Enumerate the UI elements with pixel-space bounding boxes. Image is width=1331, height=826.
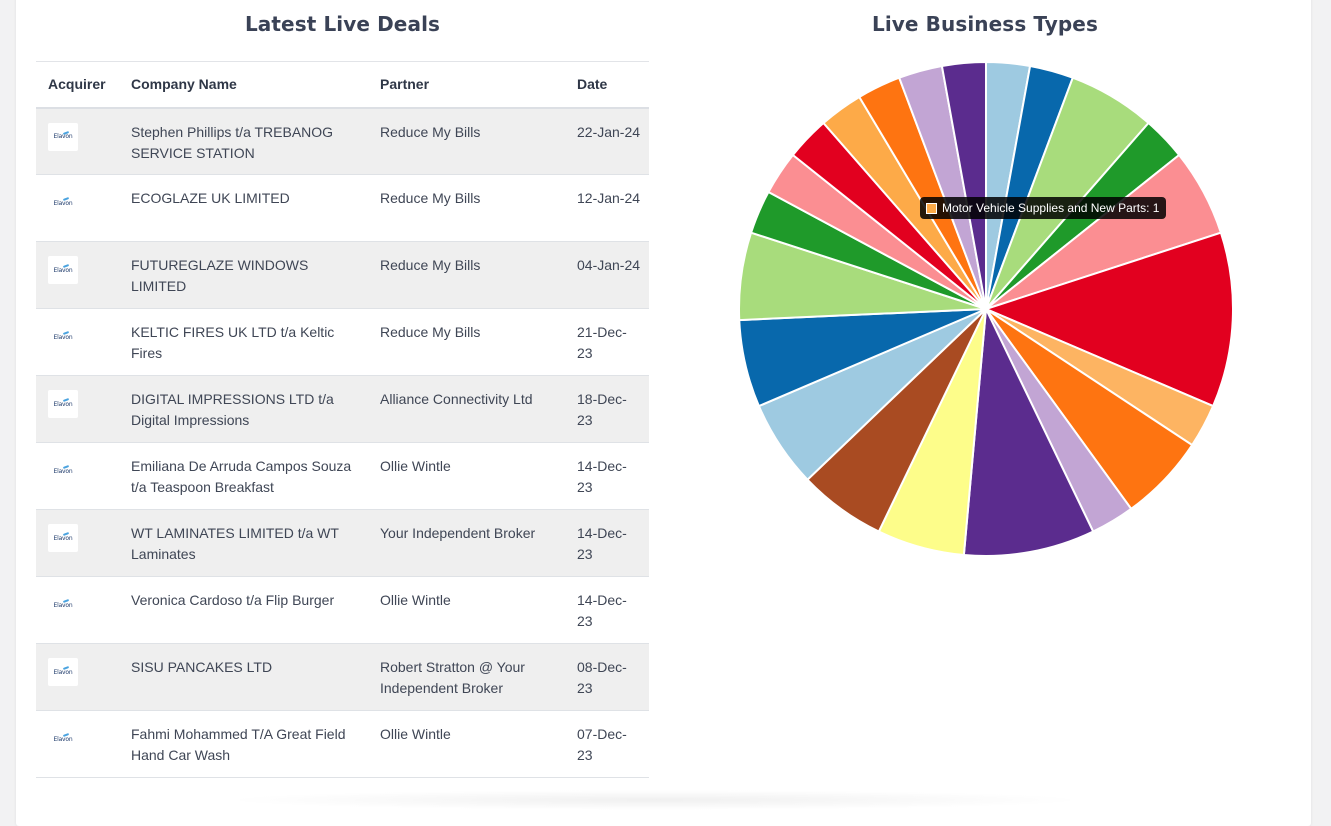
table-row[interactable]: Elavon SISU PANCAKES LTD Robert Stratton @…	[36, 643, 649, 711]
date-cell: 22-Jan-24	[577, 123, 641, 140]
date-cell: 14-Dec-23	[577, 592, 627, 629]
date-cell: 18-Dec-23	[577, 391, 627, 428]
latest-deals-panel: Latest Live Deals Acquirer Company Name …	[36, 0, 649, 778]
acquirer-cell: Elavon	[36, 175, 119, 242]
date-cell: 21-Dec-23	[577, 324, 627, 361]
acquirer-logo: Elavon	[48, 390, 78, 418]
deals-table-header: Acquirer Company Name Partner Date	[36, 61, 649, 108]
partner-cell: Ollie Wintle	[380, 726, 451, 742]
company-name-cell: FUTUREGLAZE WINDOWS LIMITED	[131, 257, 309, 294]
table-row[interactable]: Elavon Fahmi Mohammed T/A Great Field Han…	[36, 711, 649, 778]
acquirer-logo: Elavon	[48, 457, 78, 485]
table-row[interactable]: Elavon Veronica Cardoso t/a Flip Burger Ol…	[36, 577, 649, 644]
date-cell: 14-Dec-23	[577, 525, 627, 562]
partner-cell: Reduce My Bills	[380, 123, 481, 140]
business-types-panel: Live Business Types	[700, 0, 1270, 557]
partner-cell: Ollie Wintle	[380, 592, 451, 608]
partner-cell: Ollie Wintle	[380, 458, 451, 474]
business-types-pie-chart	[738, 60, 1234, 557]
acquirer-cell: Elavon	[36, 242, 119, 309]
partner-cell: Your Independent Broker	[380, 525, 536, 541]
date-cell: 04-Jan-24	[577, 257, 641, 273]
company-name-cell: Stephen Phillips t/a TREBANOG SERVICE ST…	[131, 123, 334, 161]
date-cell: 14-Dec-23	[577, 458, 627, 495]
acquirer-cell: Elavon	[36, 577, 119, 644]
acquirer-cell: Elavon	[36, 108, 119, 175]
partner-cell: Reduce My Bills	[380, 324, 481, 340]
acquirer-logo: Elavon	[48, 524, 78, 552]
business-types-title: Live Business Types	[872, 12, 1098, 36]
table-row[interactable]: Elavon WT LAMINATES LIMITED t/a WT Lamina…	[36, 509, 649, 577]
acquirer-logo: Elavon	[48, 658, 78, 686]
footer-shadow	[220, 790, 1090, 810]
deals-table-body: Elavon Stephen Phillips t/a TREBANOG SERV…	[36, 107, 649, 778]
pie-slice-22[interactable]	[940, 60, 987, 310]
acquirer-logo: Elavon	[48, 256, 78, 284]
company-name-cell: Emiliana De Arruda Campos Souza t/a Teas…	[131, 458, 352, 495]
acquirer-logo: Elavon	[48, 725, 78, 753]
table-row[interactable]: Elavon ECOGLAZE UK LIMITED Reduce My Bills…	[36, 175, 649, 242]
date-cell: 07-Dec-23	[577, 726, 627, 763]
acquirer-logo: Elavon	[48, 122, 78, 151]
company-name-cell: Veronica Cardoso t/a Flip Burger	[131, 592, 335, 608]
date-cell: 12-Jan-24	[577, 190, 641, 206]
company-name-cell: ECOGLAZE UK LIMITED	[131, 190, 290, 206]
chart-tooltip: Motor Vehicle Supplies and New Parts: 1	[920, 197, 1167, 219]
company-name-cell: KELTIC FIRES UK LTD t/a Keltic Fires	[131, 324, 335, 361]
tooltip-color-swatch	[926, 202, 937, 214]
company-name-cell: DIGITAL IMPRESSIONS LTD t/a Digital Impr…	[131, 391, 334, 428]
acquirer-logo: Elavon	[48, 591, 78, 619]
table-row[interactable]: Elavon Emiliana De Arruda Campos Souza t/…	[36, 443, 649, 510]
partner-cell: Reduce My Bills	[380, 190, 481, 206]
acquirer-cell: Elavon	[36, 711, 119, 778]
acquirer-logo: Elavon	[48, 189, 78, 217]
table-row[interactable]: Elavon Stephen Phillips t/a TREBANOG SERV…	[36, 107, 649, 175]
pie-slice-6[interactable]	[983, 231, 1234, 408]
partner-cell: Reduce My Bills	[380, 257, 481, 273]
partner-cell: Alliance Connectivity Ltd	[380, 391, 533, 407]
company-name-cell: WT LAMINATES LIMITED t/a WT Laminates	[131, 525, 339, 562]
company-name-cell: SISU PANCAKES LTD	[131, 659, 273, 675]
column-header-partner[interactable]: Partner	[380, 76, 430, 93]
latest-deals-title: Latest Live Deals	[244, 12, 441, 36]
column-header-company-name[interactable]: Company Name	[131, 76, 237, 93]
pie-slice-10[interactable]	[962, 305, 1095, 557]
table-row[interactable]: Elavon FUTUREGLAZE WINDOWS LIMITED Reduce …	[36, 241, 649, 309]
acquirer-cell: Elavon	[36, 376, 119, 443]
acquirer-cell: Elavon	[36, 309, 119, 376]
company-name-cell: Fahmi Mohammed T/A Great Field Hand Car …	[131, 726, 346, 763]
table-row[interactable]: Elavon DIGITAL IMPRESSIONS LTD t/a Digita…	[36, 375, 649, 443]
acquirer-cell: Elavon	[36, 510, 119, 577]
column-header-date[interactable]: Date	[577, 76, 608, 93]
date-cell: 08-Dec-23	[577, 659, 627, 696]
acquirer-cell: Elavon	[36, 443, 119, 510]
acquirer-cell: Elavon	[36, 644, 119, 711]
table-row[interactable]: Elavon KELTIC FIRES UK LTD t/a Keltic Fir…	[36, 309, 649, 376]
acquirer-logo: Elavon	[48, 323, 78, 351]
partner-cell: Robert Stratton @ Your Independent Broke…	[380, 659, 525, 696]
column-header-acquirer[interactable]: Acquirer	[48, 76, 106, 93]
deals-table: Acquirer Company Name Partner Date Elavo…	[36, 61, 649, 778]
tooltip-label: Motor Vehicle Supplies and New Parts: 1	[942, 201, 1160, 215]
